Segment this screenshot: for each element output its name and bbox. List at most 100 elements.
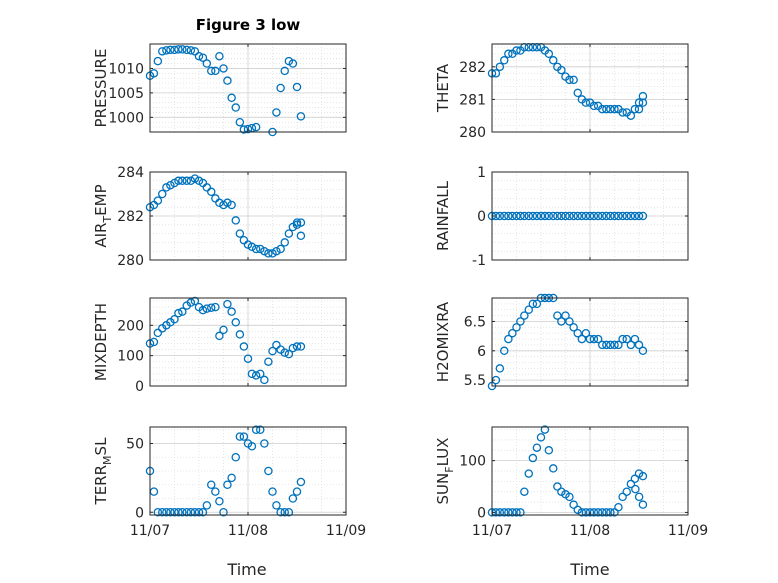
- subplot-sun-flux: 0 100 11/07 11/08 11/09 SUNFLUX: [434, 425, 708, 539]
- data-point: [512, 46, 521, 55]
- data-point: [593, 211, 603, 221]
- data-point: [512, 508, 521, 517]
- data-point: [264, 249, 273, 258]
- data-point: [524, 211, 534, 221]
- data-point: [606, 508, 615, 517]
- data-point: [178, 176, 187, 186]
- data-point: [153, 328, 163, 338]
- data-point: [569, 211, 578, 221]
- data-point: [581, 328, 591, 338]
- data-point: [557, 65, 566, 75]
- data-point: [288, 494, 298, 503]
- y-tick-label: 0: [135, 379, 144, 395]
- data-point: [577, 211, 587, 221]
- data-point: [614, 340, 623, 350]
- data-point: [504, 334, 513, 344]
- data-point: [202, 304, 212, 313]
- data-point: [581, 98, 591, 107]
- data-point: [260, 375, 269, 385]
- data-point: [190, 296, 200, 306]
- data-point: [276, 83, 285, 93]
- data-point: [565, 75, 574, 85]
- y-tick-label: 1000: [108, 110, 144, 126]
- data-point: [272, 108, 281, 117]
- data-point: [630, 334, 640, 344]
- data-point: [239, 125, 249, 134]
- y-tick-label: 6: [477, 344, 486, 360]
- data-point: [504, 49, 513, 59]
- data-point: [247, 441, 257, 451]
- data-point: [231, 318, 240, 327]
- data-point: [219, 325, 228, 335]
- data-point: [272, 246, 281, 256]
- data-point: [516, 211, 525, 221]
- data-point: [598, 508, 607, 517]
- data-point: [598, 104, 607, 114]
- subplot-mixdepth: 0 100 200 MIXDEPTH: [92, 296, 347, 395]
- data-point: [602, 508, 611, 517]
- data-point: [243, 124, 253, 134]
- data-point: [499, 211, 509, 221]
- data-point: [540, 425, 550, 434]
- data-point: [264, 466, 273, 476]
- data-point: [606, 104, 615, 114]
- data-point: [280, 66, 289, 76]
- data-point: [549, 211, 558, 221]
- data-point: [561, 211, 570, 221]
- data-point: [186, 176, 196, 186]
- y-axis-label: H2OMIXRA: [434, 301, 452, 382]
- y-tick-label: 5.5: [464, 373, 486, 389]
- data-point: [186, 298, 196, 307]
- data-point: [520, 487, 529, 496]
- data-point: [626, 340, 636, 350]
- data-point: [618, 108, 627, 117]
- data-point: [219, 64, 228, 73]
- data-point: [598, 211, 607, 221]
- data-point: [585, 508, 595, 517]
- subplot-theta: 280 281 282 THETA: [434, 43, 689, 141]
- x-axis-label-left: Time: [226, 560, 266, 579]
- data-point: [268, 346, 277, 356]
- data-point: [532, 211, 542, 221]
- data-point: [573, 211, 583, 221]
- data-point: [516, 317, 525, 326]
- x-tick-label: 11/07: [472, 523, 512, 539]
- data-point: [626, 111, 636, 120]
- data-point: [227, 307, 236, 316]
- data-point: [219, 507, 228, 517]
- data-point: [251, 425, 261, 434]
- data-point: [182, 176, 191, 186]
- y-tick-label: 280: [117, 253, 144, 269]
- data-point: [622, 487, 632, 496]
- data-point: [610, 211, 619, 221]
- data-point: [162, 46, 171, 55]
- data-point: [182, 507, 191, 517]
- data-point: [553, 482, 562, 491]
- data-point: [223, 76, 232, 85]
- data-point: [508, 328, 517, 338]
- data-point: [288, 343, 298, 353]
- y-tick-label: 6.5: [464, 314, 486, 330]
- data-point: [211, 487, 220, 496]
- data-point: [247, 242, 257, 252]
- data-point: [251, 371, 261, 380]
- data-point: [166, 45, 175, 55]
- x-axis-label-right: Time: [569, 560, 609, 579]
- data-point: [520, 211, 529, 221]
- data-point: [634, 211, 644, 221]
- data-point: [569, 323, 578, 332]
- data-point: [585, 334, 595, 344]
- data-point: [573, 328, 583, 338]
- data-point: [227, 200, 236, 210]
- data-point: [585, 211, 595, 221]
- data-point: [170, 314, 179, 324]
- data-point: [504, 211, 513, 221]
- data-point: [174, 45, 183, 54]
- subplot-h2omixra: 5.5 6 6.5 H2OMIXRA: [434, 293, 689, 391]
- data-point: [223, 480, 232, 489]
- data-point: [247, 369, 257, 379]
- data-point: [520, 311, 529, 320]
- data-point: [495, 62, 505, 72]
- data-point: [499, 346, 509, 356]
